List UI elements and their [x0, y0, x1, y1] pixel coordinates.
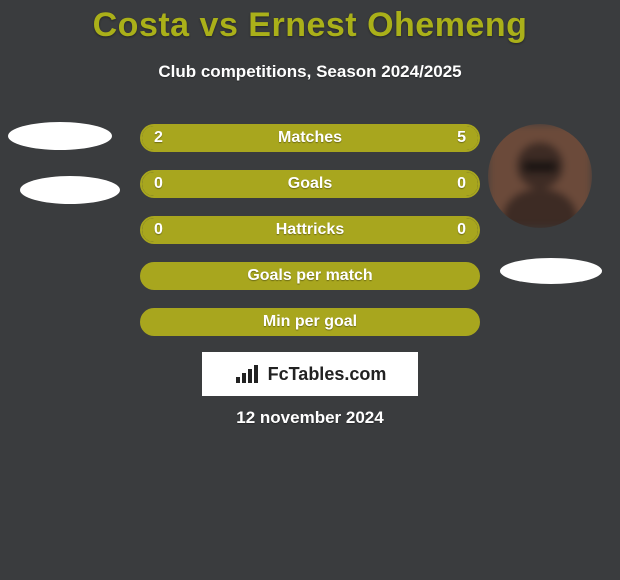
stat-row: Min per goal: [140, 308, 480, 336]
brand-logo: FcTables.com: [202, 352, 418, 396]
stat-row: 0Goals0: [140, 170, 480, 198]
brand-logo-text: FcTables.com: [268, 364, 387, 385]
stat-value-right: 0: [444, 175, 478, 193]
stat-value-right: 0: [444, 221, 478, 239]
player-left-ellipse-2: [20, 176, 120, 204]
stat-label: Goals per match: [176, 267, 444, 285]
stat-row: Goals per match: [140, 262, 480, 290]
comparison-infographic: Costa vs Ernest Ohemeng Club competition…: [0, 0, 620, 580]
avatar-placeholder-icon: [488, 124, 592, 228]
stat-label: Min per goal: [176, 313, 444, 331]
date-text: 12 november 2024: [0, 408, 620, 428]
stat-row: 2Matches5: [140, 124, 480, 152]
stat-value-left: 0: [142, 175, 176, 193]
player-left-ellipse-1: [8, 122, 112, 150]
stat-row: 0Hattricks0: [140, 216, 480, 244]
stat-label: Goals: [176, 175, 444, 193]
stat-label: Matches: [176, 129, 444, 147]
stats-rows: 2Matches50Goals00Hattricks0Goals per mat…: [140, 124, 480, 354]
player-right-ellipse: [500, 258, 602, 284]
stat-label: Hattricks: [176, 221, 444, 239]
subtitle: Club competitions, Season 2024/2025: [0, 62, 620, 82]
player-right-avatar: [488, 124, 592, 228]
stat-value-left: 2: [142, 129, 176, 147]
page-title: Costa vs Ernest Ohemeng: [0, 6, 620, 45]
stat-value-right: 5: [444, 129, 478, 147]
bars-icon: [234, 363, 262, 385]
stat-value-left: 0: [142, 221, 176, 239]
